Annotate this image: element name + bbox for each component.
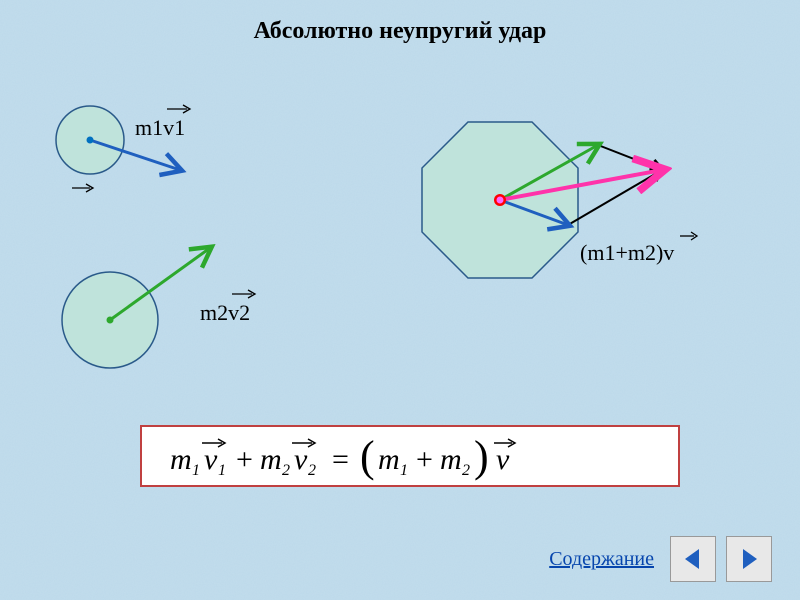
contents-link[interactable]: Содержание xyxy=(549,548,654,571)
label-m1m2v: (m1+m2)v xyxy=(580,240,674,266)
next-button[interactable] xyxy=(726,536,772,582)
prev-button[interactable] xyxy=(670,536,716,582)
combined-body-diagram xyxy=(0,0,800,400)
svg-text:m: m xyxy=(378,443,400,476)
svg-text:m: m xyxy=(440,443,462,476)
svg-text:v: v xyxy=(204,443,218,476)
svg-text:1: 1 xyxy=(400,462,408,479)
arrow-left-icon xyxy=(679,545,707,573)
svg-text:1: 1 xyxy=(192,462,200,479)
svg-text:1: 1 xyxy=(218,462,226,479)
momentum-equation: m 1 v 1 + m 2 v 2 = ( xyxy=(160,431,660,481)
svg-text:2: 2 xyxy=(462,462,470,479)
svg-text:v: v xyxy=(294,443,308,476)
svg-text:m: m xyxy=(260,443,282,476)
nav-row: Содержание xyxy=(549,536,772,582)
svg-text:): ) xyxy=(474,432,489,481)
svg-text:2: 2 xyxy=(308,462,316,479)
svg-text:v: v xyxy=(496,443,510,476)
svg-text:(: ( xyxy=(360,432,375,481)
momentum-equation-box: m 1 v 1 + m 2 v 2 = ( xyxy=(140,425,680,487)
svg-text:+: + xyxy=(236,443,253,476)
svg-text:=: = xyxy=(332,443,349,476)
vector-arrow-m1m2v xyxy=(678,229,702,241)
svg-text:m: m xyxy=(170,443,192,476)
arrow-right-icon xyxy=(735,545,763,573)
svg-text:2: 2 xyxy=(282,462,290,479)
svg-text:+: + xyxy=(416,443,433,476)
